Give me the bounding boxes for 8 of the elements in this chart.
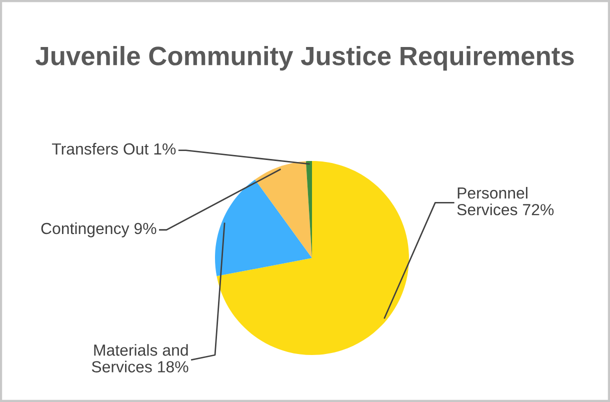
- pie-slice: [216, 161, 409, 355]
- slice-label: Personnel Services 72%: [457, 186, 554, 216]
- slice-label: Contingency 9%: [41, 222, 156, 238]
- pie-slice: [254, 161, 312, 258]
- chart-title: Juvenile Community Justice Requirements: [36, 46, 574, 71]
- pie-slice: [215, 180, 312, 276]
- slice-label: Transfers Out 1%: [52, 142, 176, 155]
- slice-label: Materials and Services 18%: [92, 344, 188, 372]
